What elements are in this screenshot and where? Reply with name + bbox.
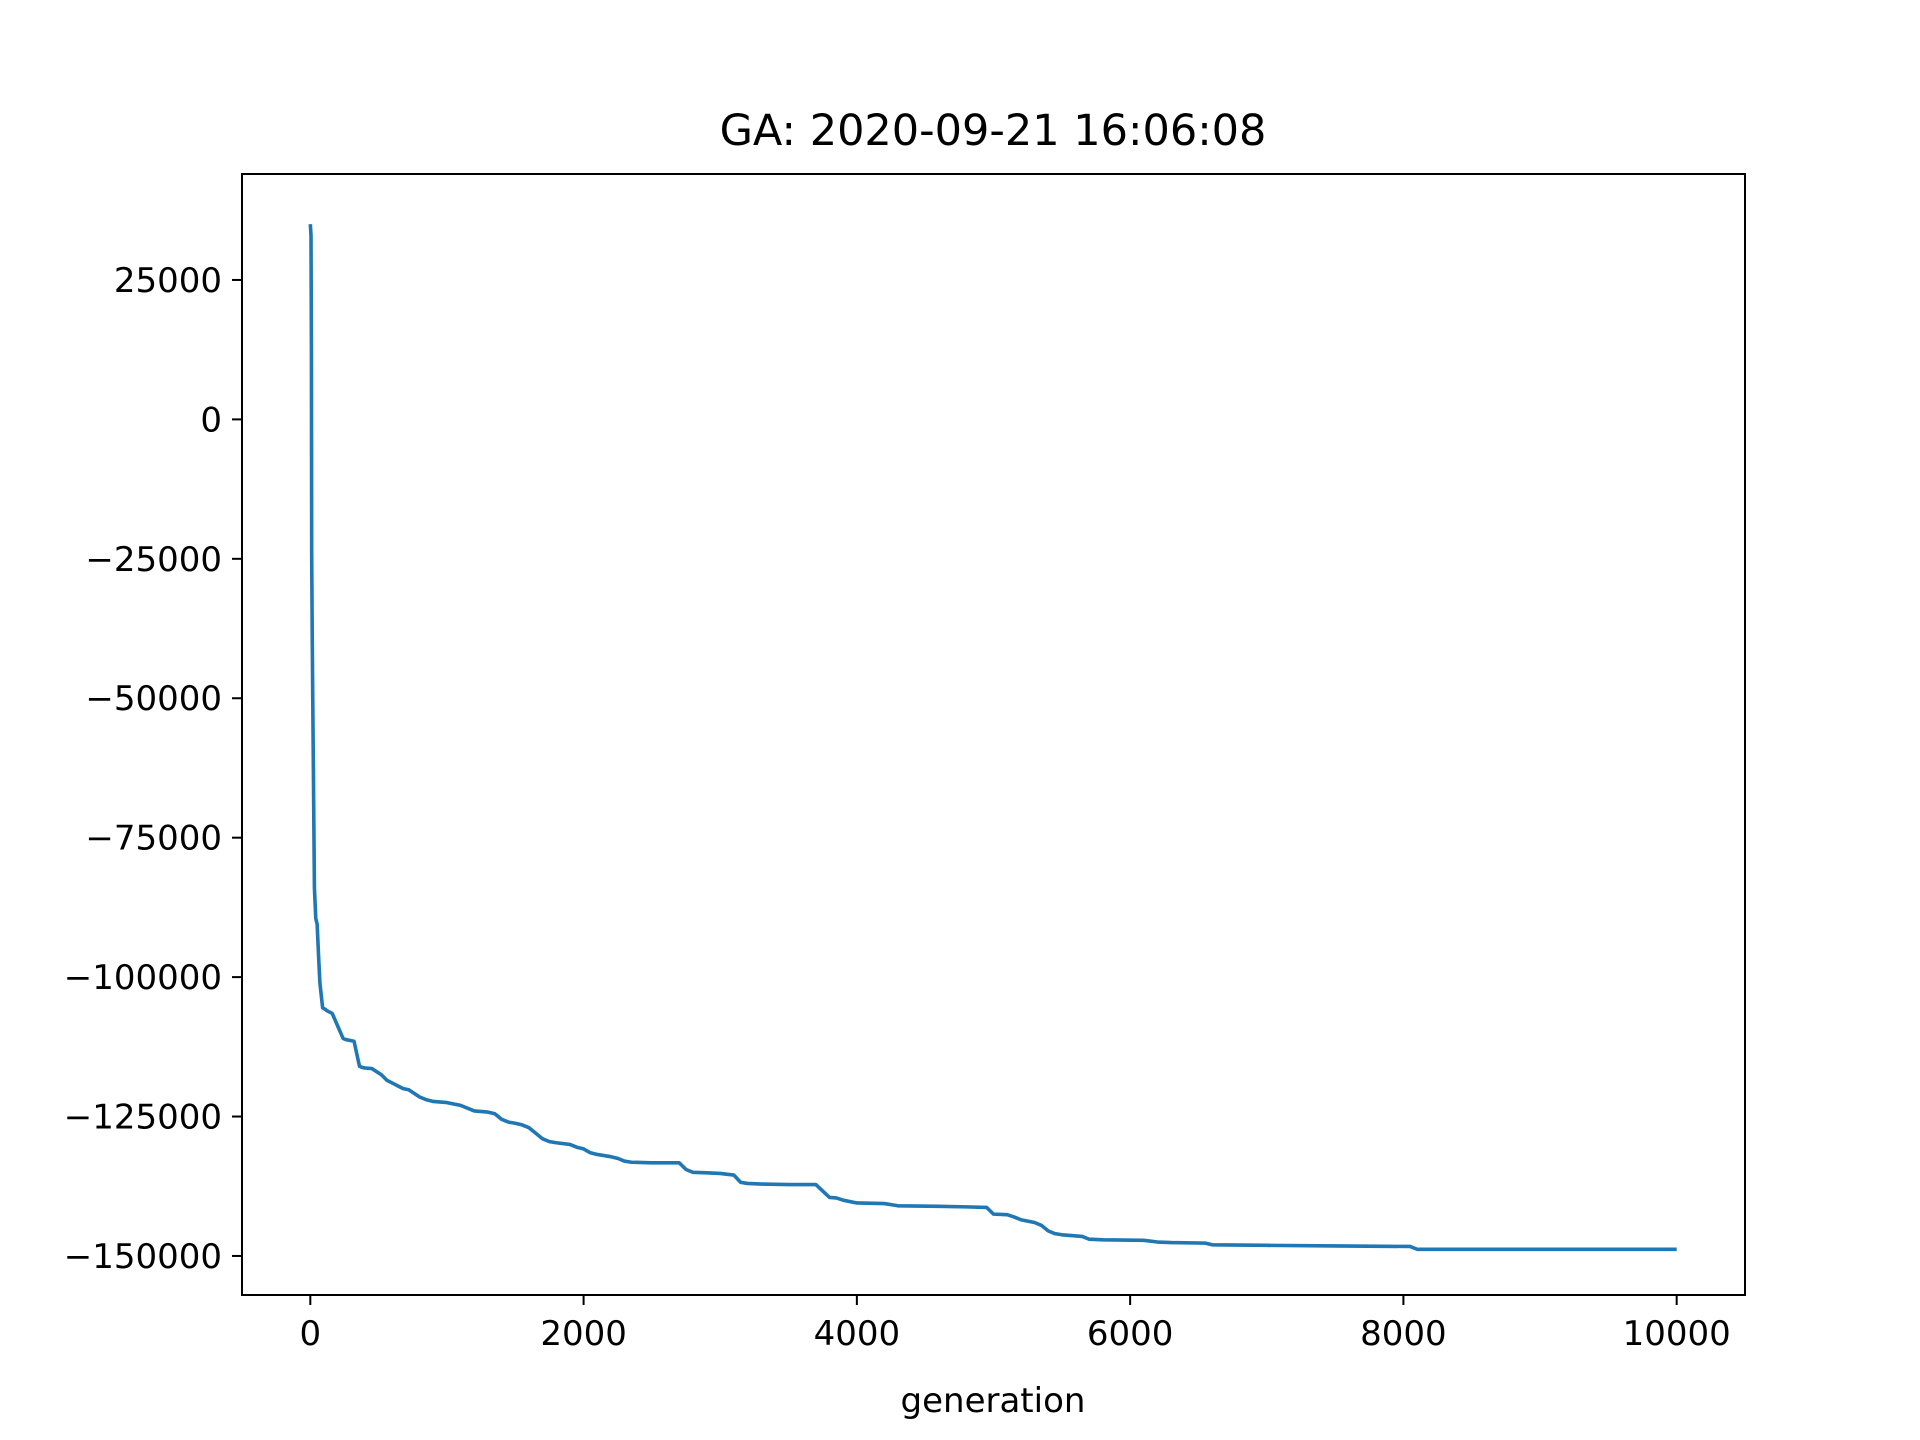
- y-tick-label: −75000: [85, 819, 222, 859]
- y-tick-label: −100000: [64, 958, 222, 998]
- x-axis-label: generation: [901, 1381, 1086, 1421]
- y-tick-label: 0: [200, 400, 222, 440]
- y-tick-label: −50000: [85, 679, 222, 719]
- y-tick-label: −150000: [64, 1237, 222, 1277]
- x-tick-label: 10000: [1623, 1314, 1731, 1354]
- axes-frame: [241, 173, 1746, 1296]
- x-tick-label: 4000: [814, 1314, 901, 1354]
- x-tick-label: 2000: [540, 1314, 627, 1354]
- y-tick-label: 25000: [114, 261, 222, 301]
- x-tick-label: 8000: [1360, 1314, 1447, 1354]
- chart-title: GA: 2020-09-21 16:06:08: [720, 106, 1267, 156]
- x-tick-label: 0: [299, 1314, 321, 1354]
- y-tick-label: −125000: [64, 1098, 222, 1138]
- y-tick-label: −25000: [85, 540, 222, 580]
- series-line-0: [308, 224, 1677, 1252]
- x-tick-label: 6000: [1087, 1314, 1174, 1354]
- plot-area: [241, 173, 1746, 1296]
- x-axis: 0 2000 4000 6000 8000 10000: [299, 1295, 1731, 1354]
- y-axis: 25000 0 −25000 −50000 −75000 −100000 −125000 −1…: [64, 261, 242, 1277]
